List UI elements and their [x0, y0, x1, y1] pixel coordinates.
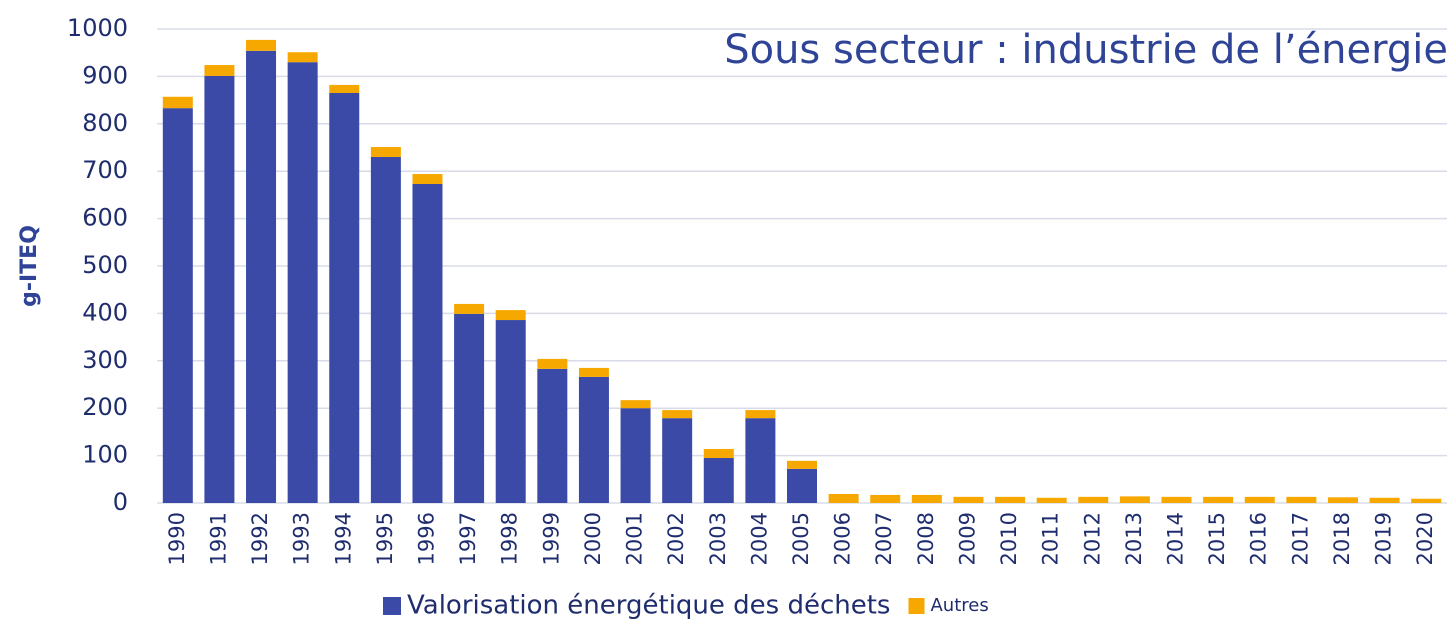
bar-segment — [329, 84, 360, 93]
x-tick-label: 2014 — [1164, 512, 1188, 565]
legend-label: Autres — [930, 595, 988, 616]
bar-segment — [1078, 496, 1109, 503]
x-tick-label: 2010 — [997, 512, 1021, 565]
y-tick-label: 0 — [113, 488, 128, 516]
bar-segment — [287, 52, 318, 63]
bar-segment — [1203, 496, 1234, 503]
x-tick-label: 1996 — [414, 512, 438, 565]
bar-segment — [1286, 496, 1317, 503]
legend-swatch — [908, 598, 925, 614]
x-tick-label: 2003 — [706, 512, 730, 565]
x-tick-label: 1990 — [165, 512, 189, 565]
y-tick-label: 100 — [82, 441, 128, 469]
bar-segment — [1327, 497, 1358, 503]
bar-segment — [662, 418, 693, 503]
bar-segment — [1119, 496, 1150, 503]
x-tick-label: 1999 — [539, 512, 563, 565]
x-tick-label: 2009 — [955, 512, 979, 565]
bar-segment — [370, 156, 401, 504]
bar-segment — [162, 108, 193, 504]
x-tick-label: 2016 — [1247, 512, 1271, 565]
bar-segment — [703, 457, 734, 503]
bar-segment — [329, 92, 360, 504]
x-tick-label: 1998 — [498, 512, 522, 565]
legend-label: Valorisation énergétique des déchets — [407, 591, 890, 621]
y-tick-label: 700 — [82, 156, 128, 184]
x-tick-label: 2001 — [623, 512, 647, 565]
x-tick-label: 2008 — [914, 512, 938, 565]
bar-segment — [828, 493, 859, 503]
x-tick-label: 2006 — [831, 512, 855, 565]
x-tick-label: 2012 — [1080, 512, 1104, 565]
bar-segment — [787, 468, 817, 503]
y-tick-label: 600 — [82, 204, 128, 232]
x-tick-label: 2013 — [1122, 512, 1146, 565]
bar-segment — [745, 418, 776, 503]
bar-segment — [620, 400, 651, 409]
bar-segment — [204, 75, 235, 504]
bar-segment — [1369, 497, 1400, 503]
y-tick-label: 900 — [82, 61, 128, 89]
y-tick-label: 500 — [82, 251, 128, 279]
x-tick-label: 2017 — [1288, 512, 1312, 565]
x-tick-label: 2005 — [789, 512, 813, 565]
bar-segment — [662, 410, 693, 419]
bar-segment — [870, 494, 901, 503]
x-tick-label: 2020 — [1413, 512, 1437, 565]
bar-segment — [204, 65, 235, 76]
bar-segment — [412, 183, 443, 504]
x-tick-label: 2015 — [1205, 512, 1229, 565]
x-tick-label: 2011 — [1039, 512, 1063, 565]
bar-segment — [703, 448, 734, 458]
x-tick-label: 1995 — [373, 512, 397, 565]
x-tick-label: 1993 — [290, 512, 314, 565]
bar-segment — [911, 494, 942, 503]
x-tick-label: 2019 — [1372, 512, 1396, 565]
bar-segment — [1036, 497, 1067, 503]
bar-segment — [495, 320, 526, 503]
bar-segment — [370, 147, 401, 157]
x-tick-label: 2000 — [581, 512, 605, 565]
y-tick-label: 1000 — [67, 14, 128, 42]
bar-segment — [537, 358, 568, 369]
bar-segment — [162, 96, 193, 109]
x-tick-label: 1991 — [206, 512, 230, 565]
bar-segment — [787, 460, 817, 469]
bar-segment — [412, 174, 443, 184]
x-tick-label: 2004 — [747, 512, 771, 565]
y-tick-label: 300 — [82, 346, 128, 374]
y-tick-label: 400 — [82, 298, 128, 326]
bar-segment — [953, 496, 984, 503]
bar-segment — [620, 408, 651, 503]
y-tick-label: 200 — [82, 393, 128, 421]
y-axis-label: g-ITEQ — [17, 225, 42, 307]
x-tick-label: 1992 — [248, 512, 272, 565]
bar-segment — [745, 410, 776, 419]
bar-segment — [246, 50, 277, 503]
bar-segment — [454, 313, 485, 503]
x-tick-label: 2018 — [1330, 512, 1354, 565]
legend-swatch — [383, 597, 401, 615]
bar-segment — [1161, 496, 1192, 503]
bar-segment — [1411, 498, 1442, 503]
x-tick-label: 2002 — [664, 512, 688, 565]
x-tick-label: 1997 — [456, 512, 480, 565]
bar-segment — [578, 367, 609, 377]
bar-segment — [578, 376, 609, 503]
bar-segment — [1244, 496, 1275, 503]
bar-segment — [454, 303, 485, 314]
x-tick-label: 2007 — [872, 512, 896, 565]
chart-title: Sous secteur : industrie de l’énergie — [724, 27, 1448, 73]
bar-segment — [495, 310, 526, 321]
bar-segment — [246, 39, 277, 51]
bar-segment — [537, 368, 568, 503]
bar-segment — [995, 496, 1026, 503]
bar-segment — [287, 62, 318, 504]
y-tick-label: 800 — [82, 109, 128, 137]
x-tick-label: 1994 — [331, 512, 355, 565]
